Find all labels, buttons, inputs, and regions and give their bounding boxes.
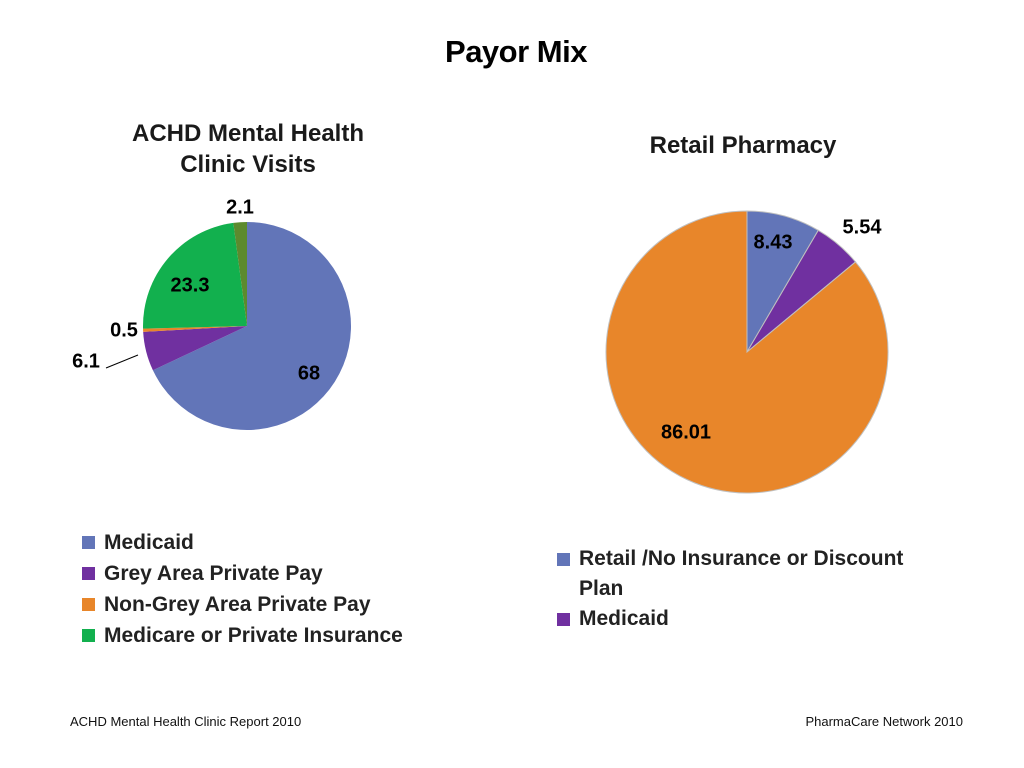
right-legend-label-1: Medicaid xyxy=(579,607,669,630)
left-chart-title-line-2: Clinic Visits xyxy=(180,151,316,178)
footer-left: ACHD Mental Health Clinic Report 2010 xyxy=(70,714,302,729)
right-pie-slice-2 xyxy=(605,210,889,494)
right-pie-data-label-2: 86.01 xyxy=(661,421,711,443)
left-chart-title-line-1: ACHD Mental Health xyxy=(131,120,365,147)
right-pie-data-label-1: 5.54 xyxy=(843,216,883,238)
left-legend-swatch-2 xyxy=(82,598,95,611)
left-pie-data-label-4: 2.1 xyxy=(226,196,254,218)
footer-right: PharmaCare Network 2010 xyxy=(805,714,963,729)
left-chart-title: ACHD Mental Health Clinic Visits xyxy=(88,118,408,180)
left-legend-item-medicaid: Medicaid xyxy=(82,527,462,558)
right-pie-data-label-0: 8.43 xyxy=(754,231,793,253)
left-pie-slice-non-grey-area-private-pay xyxy=(143,326,247,332)
left-legend-swatch-3 xyxy=(82,629,95,642)
left-legend-item-grey-area: Grey Area Private Pay xyxy=(82,558,462,589)
right-legend: Retail /No Insurance or Discount Plan Me… xyxy=(557,544,947,634)
right-chart-title: Retail Pharmacy xyxy=(649,132,837,159)
left-legend-label-2: Non-Grey Area Private Pay xyxy=(104,593,371,616)
left-pie-slice-medicaid xyxy=(152,222,352,430)
left-pie-slice-4 xyxy=(233,222,247,326)
right-legend-item-retail: Retail /No Insurance or Discount Plan xyxy=(557,544,947,604)
left-legend: Medicaid Grey Area Private Pay Non-Grey … xyxy=(82,527,462,651)
right-legend-swatch-0 xyxy=(557,553,570,566)
left-legend-item-non-grey-area: Non-Grey Area Private Pay xyxy=(82,589,462,620)
left-legend-label-3: Medicare or Private Insurance xyxy=(104,624,403,647)
left-legend-label-0: Medicaid xyxy=(104,531,194,554)
left-legend-swatch-0 xyxy=(82,536,95,549)
left-legend-swatch-1 xyxy=(82,567,95,580)
right-legend-item-medicaid: Medicaid xyxy=(557,604,947,634)
right-legend-label-0-line-1: Retail /No Insurance or Discount xyxy=(579,547,904,570)
left-pie-slice-grey-area-private-pay xyxy=(143,326,247,371)
page-title: Payor Mix xyxy=(445,34,587,69)
left-pie-leader-line-1 xyxy=(105,354,139,369)
left-pie-slice-medicare-or-private-insurance xyxy=(142,222,247,329)
right-legend-label-0-line-2: Plan xyxy=(579,577,624,600)
left-pie-data-label-2: 0.5 xyxy=(110,319,138,341)
left-pie-data-label-1: 6.1 xyxy=(72,350,100,372)
left-pie-data-label-0: 68 xyxy=(298,362,320,384)
left-pie-data-label-3: 23.3 xyxy=(171,274,210,296)
left-legend-item-medicare: Medicare or Private Insurance xyxy=(82,620,462,651)
right-legend-swatch-1 xyxy=(557,613,570,626)
left-legend-label-1: Grey Area Private Pay xyxy=(104,562,323,585)
right-legend-label-0: Retail /No Insurance or Discount Plan xyxy=(579,544,903,604)
